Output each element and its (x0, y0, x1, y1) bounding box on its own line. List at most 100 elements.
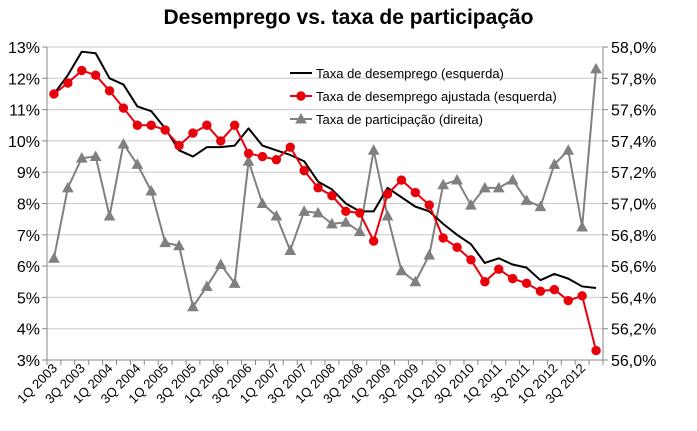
data-point (563, 295, 573, 306)
right-tick-label: 57,4% (611, 134, 656, 151)
data-point (410, 187, 421, 198)
left-tick-label: 12% (8, 71, 40, 88)
data-point (160, 125, 170, 135)
data-point (63, 78, 73, 88)
data-point (452, 242, 462, 253)
data-point (409, 275, 422, 287)
data-point (216, 136, 226, 146)
data-point (313, 183, 323, 193)
data-point (451, 173, 463, 185)
legend-label: Taxa de desemprego (esquerda) (316, 66, 504, 81)
right-tick-label: 56,4% (611, 290, 656, 307)
data-point (284, 244, 297, 255)
data-point (174, 140, 184, 151)
data-point (90, 70, 101, 80)
data-point (367, 144, 380, 155)
right-tick-label: 57,8% (611, 71, 656, 88)
series-line (53, 69, 598, 351)
series-line (52, 68, 598, 308)
data-point (327, 190, 337, 201)
chart-title: Desemprego vs. taxa de participação (163, 6, 534, 29)
data-point (62, 181, 74, 193)
left-tick-label: 11% (9, 103, 40, 120)
series-group (48, 62, 602, 312)
right-tick-label: 57,6% (611, 103, 656, 120)
data-point (396, 175, 407, 185)
data-point (89, 150, 102, 162)
data-point (591, 345, 601, 356)
data-point (202, 120, 212, 130)
data-point (312, 206, 324, 218)
data-point (424, 200, 434, 210)
data-point (577, 291, 587, 301)
left-tick-label: 7% (17, 228, 40, 245)
data-point (187, 300, 199, 312)
data-point (242, 155, 255, 166)
data-point (103, 209, 116, 221)
data-point (341, 206, 351, 217)
data-point (285, 142, 295, 152)
data-point (131, 158, 144, 169)
left-tick-label: 13% (8, 40, 40, 57)
right-tick-label: 56,8% (611, 228, 656, 245)
data-point (507, 273, 518, 284)
series-layer (48, 50, 602, 356)
data-point (423, 249, 436, 260)
data-point (438, 233, 448, 243)
data-point (188, 128, 198, 138)
data-point (506, 173, 519, 185)
series-line (53, 50, 597, 290)
series-group (49, 65, 601, 356)
data-point (145, 184, 158, 196)
data-point (243, 148, 254, 159)
data-point (117, 138, 130, 149)
data-point (382, 189, 393, 199)
data-point (173, 239, 185, 251)
data-point (75, 152, 88, 163)
data-point (104, 86, 115, 96)
left-tick-label: 8% (17, 197, 40, 214)
right-tick-label: 57,2% (611, 165, 656, 182)
legend-entry: Taxa de participação (direita) (290, 112, 483, 127)
data-point (228, 277, 241, 288)
left-tick-label: 10% (8, 134, 40, 151)
data-point (479, 181, 491, 193)
data-point (520, 194, 533, 205)
data-point (548, 158, 561, 169)
legend-entry: Taxa de desemprego ajustada (esquerda) (290, 89, 557, 104)
data-point (270, 209, 283, 221)
right-tick-label: 56,0% (611, 353, 656, 370)
data-point (214, 258, 227, 270)
data-point (48, 252, 60, 263)
data-point (159, 236, 171, 248)
data-point (355, 208, 365, 218)
data-point (562, 144, 575, 155)
data-point (590, 62, 602, 74)
legend-swatch-marker (296, 91, 306, 101)
series-group (53, 50, 597, 290)
left-tick-label: 9% (17, 165, 40, 182)
data-point (77, 65, 87, 76)
data-point (353, 225, 366, 237)
data-point (494, 264, 504, 274)
data-point (118, 103, 129, 113)
data-point (395, 264, 408, 276)
left-tick-label: 6% (17, 259, 40, 276)
right-tick-label: 58,0% (611, 40, 656, 57)
data-point (368, 236, 379, 246)
right-tick-label: 56,2% (611, 322, 656, 339)
data-point (576, 220, 588, 232)
left-tick-label: 3% (17, 353, 40, 370)
data-point (271, 154, 282, 165)
left-tick-label: 4% (17, 322, 40, 339)
legend-label: Taxa de participação (direita) (316, 112, 483, 127)
data-point (146, 120, 156, 130)
data-point (466, 255, 476, 265)
data-point (381, 209, 394, 221)
legend-layer: Taxa de desemprego (esquerda) Taxa de des… (290, 66, 557, 127)
data-point (49, 89, 59, 99)
legend-swatch-marker (295, 112, 307, 124)
data-point (437, 178, 449, 190)
